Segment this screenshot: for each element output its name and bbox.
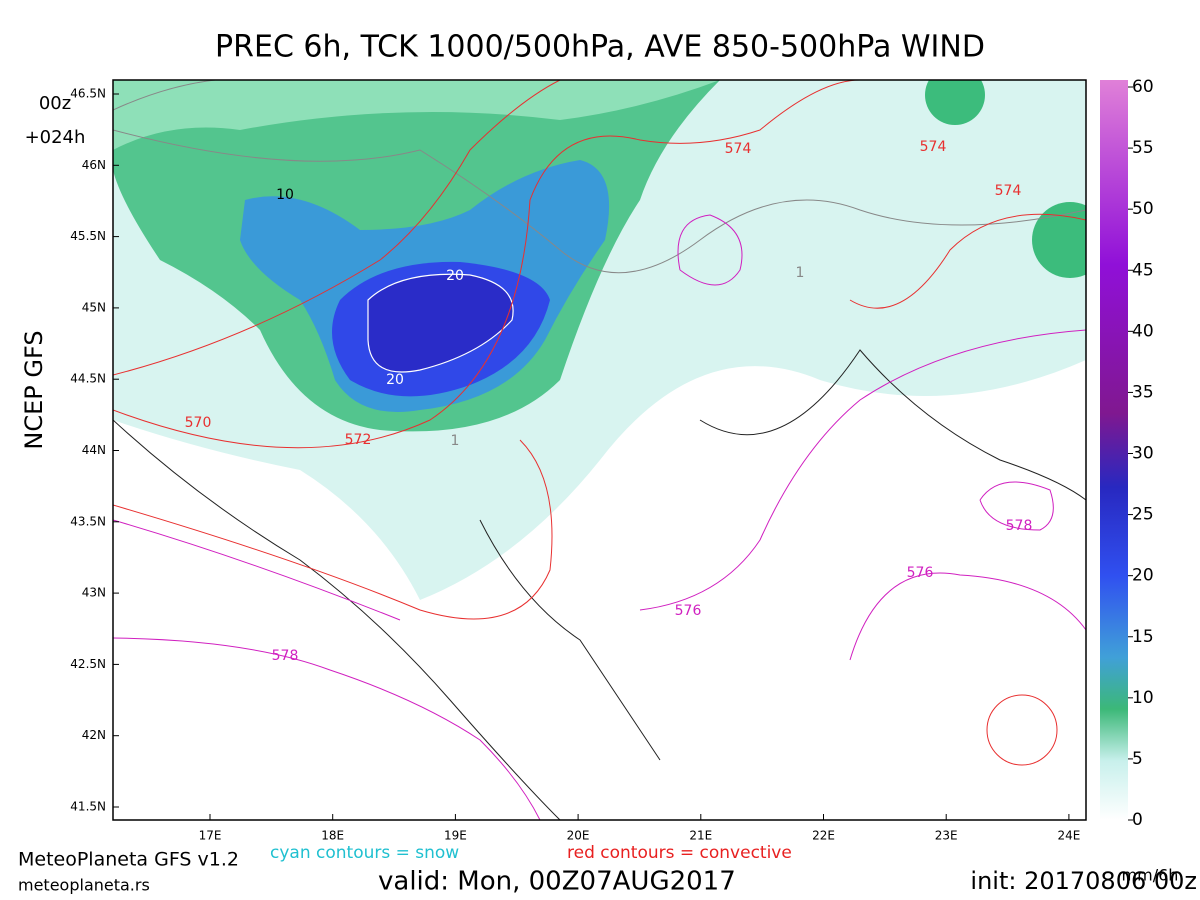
- colorbar-label: 10: [1132, 688, 1154, 708]
- lat-label: 42.5N: [70, 657, 106, 671]
- lat-label: 42N: [82, 728, 106, 742]
- colorbar-label: 20: [1132, 566, 1154, 586]
- lat-label: 43.5N: [70, 514, 106, 528]
- thickness-contour: [113, 80, 1086, 620]
- green-top: [113, 80, 720, 150]
- green-spot: [925, 80, 985, 125]
- contour-label: 578: [272, 648, 299, 664]
- colorbar-label: 35: [1132, 382, 1154, 402]
- snow-note: cyan contours = snow: [270, 843, 459, 863]
- lat-label: 41.5N: [70, 800, 106, 814]
- lon-label: 20E: [567, 829, 590, 843]
- run: 00z: [39, 93, 71, 114]
- border-line: [113, 349, 1086, 820]
- colorbar-unit: mm/6h: [1122, 866, 1179, 885]
- lon-label: 24E: [1057, 829, 1080, 843]
- contour-label: 20: [446, 268, 464, 284]
- colorbar-label: 15: [1132, 627, 1154, 647]
- core-precip: [367, 273, 514, 373]
- lon-label: 21E: [689, 829, 712, 843]
- lon-label: 19E: [444, 829, 467, 843]
- colorbar-label: 50: [1132, 199, 1154, 219]
- contour-label: 1: [796, 265, 805, 281]
- contour-label: 574: [920, 139, 947, 155]
- init: init: 20170806 00z: [970, 867, 1197, 895]
- contour-label: 1: [451, 433, 460, 449]
- contour-label: 576: [675, 603, 702, 619]
- green-spot: [1032, 202, 1086, 278]
- lat-label: 45N: [82, 300, 106, 314]
- lon-label: 17E: [199, 829, 222, 843]
- lon-label: 22E: [812, 829, 835, 843]
- contour-label: 578: [1006, 518, 1033, 534]
- map-field: [113, 80, 1086, 820]
- colorbar-label: 60: [1132, 77, 1154, 97]
- contour-label: 10: [276, 187, 294, 203]
- site: meteoplaneta.rs: [18, 876, 150, 895]
- title: PREC 6h, TCK 1000/500hPa, AVE 850-500hPa…: [215, 30, 985, 65]
- contour-label: 574: [995, 183, 1022, 199]
- convective-contour: [986, 694, 1058, 766]
- contour-label: 570: [185, 415, 212, 431]
- colorbar-label: 45: [1132, 260, 1154, 280]
- lon-label: 23E: [935, 829, 958, 843]
- colorbar-label: 40: [1132, 321, 1154, 341]
- lat-label: 44.5N: [70, 372, 106, 386]
- lon-label: 18E: [321, 829, 344, 843]
- lat-label: 44N: [82, 443, 106, 457]
- contour-label: 574: [725, 141, 752, 157]
- contour-label: 572: [345, 432, 372, 448]
- contour-label: 576: [907, 565, 934, 581]
- border-line: [113, 80, 1086, 274]
- colorbar: [1100, 80, 1128, 820]
- convective-note: red contours = convective: [567, 843, 792, 863]
- colorbar-label: 25: [1132, 505, 1154, 525]
- lat-label: 46.5N: [70, 87, 106, 101]
- lead: +024h: [25, 127, 86, 148]
- lat-label: 46N: [82, 158, 106, 172]
- side-label: NCEP GFS: [20, 330, 48, 449]
- colorbar-label: 0: [1132, 810, 1143, 830]
- lat-label: 43N: [82, 586, 106, 600]
- brand: MeteoPlaneta GFS v1.2: [18, 849, 239, 871]
- lat-label: 45.5N: [70, 229, 106, 243]
- valid: valid: Mon, 00Z07AUG2017: [378, 867, 736, 897]
- thickness-contour: [113, 214, 1086, 820]
- contour-label: 20: [386, 372, 404, 388]
- colorbar-label: 30: [1132, 444, 1154, 464]
- colorbar-label: 55: [1132, 138, 1154, 158]
- colorbar-label: 5: [1132, 749, 1143, 769]
